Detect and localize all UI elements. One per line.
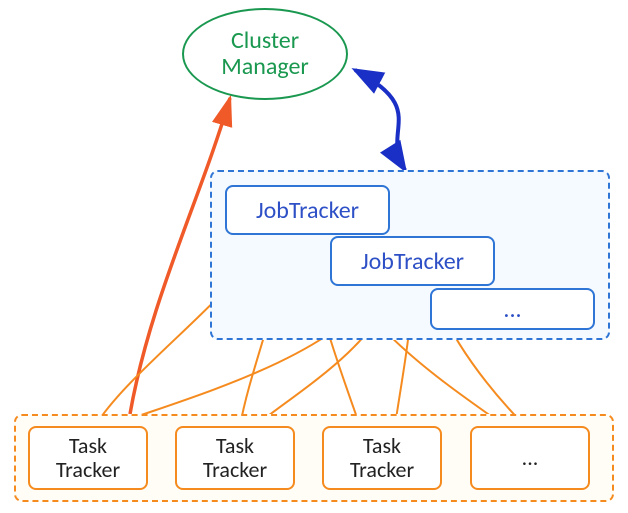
tasktracker-1-label: Task Tracker xyxy=(56,434,120,482)
tasktracker-2: Task Tracker xyxy=(175,426,295,490)
tasktracker-4-label: ... xyxy=(522,446,539,470)
tasktracker-3-label: Task Tracker xyxy=(350,434,414,482)
jobtracker-1-label: JobTracker xyxy=(256,196,359,225)
tasktracker-2-label: Task Tracker xyxy=(203,434,267,482)
edge-jobgroup-to-cluster xyxy=(355,70,405,170)
tasktracker-4: ... xyxy=(470,426,590,490)
jobtracker-3-label: ... xyxy=(503,295,521,324)
tasktracker-1: Task Tracker xyxy=(28,426,148,490)
tasktracker-3: Task Tracker xyxy=(322,426,442,490)
jobtracker-3: ... xyxy=(430,288,595,330)
cluster-manager-node: Cluster Manager xyxy=(182,8,348,100)
jobtracker-2: JobTracker xyxy=(330,236,495,286)
cluster-manager-label: Cluster Manager xyxy=(221,28,309,81)
jobtracker-2-label: JobTracker xyxy=(361,247,464,276)
jobtracker-1: JobTracker xyxy=(225,185,390,235)
